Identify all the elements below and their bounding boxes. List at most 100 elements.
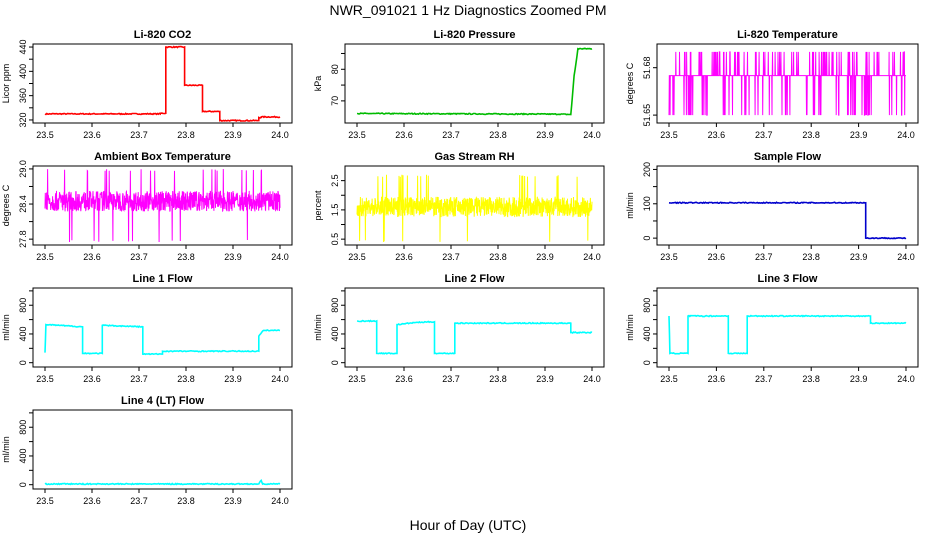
x-tick-label: 23.9 [536, 130, 554, 140]
x-tick-label: 23.5 [36, 496, 54, 506]
x-tick-label: 23.7 [442, 252, 460, 262]
x-tick-label: 23.6 [708, 374, 726, 384]
plot-frame [344, 287, 605, 368]
y-axis-label: ml/min [1, 436, 11, 463]
plot-frame [32, 287, 293, 368]
x-tick-label: 23.7 [755, 374, 773, 384]
y-axis-label: ml/min [625, 314, 635, 341]
panel-1: Li-820 CO2 Licor ppm 23.5 23.6 23.7 23.8 23.9 2… [1, 29, 293, 140]
y-axis-label: ml/min [625, 192, 635, 219]
panel-2: Li-820 Pressure kPa 23.5 23.6 23.7 23.8 23.9 24… [313, 29, 605, 140]
y-tick-label: 400 [330, 326, 340, 341]
y-axis-label: ml/min [313, 314, 323, 341]
x-tick-label: 23.6 [83, 374, 101, 384]
x-tick-label: 23.6 [395, 252, 413, 262]
y-tick-label: 0 [18, 482, 28, 487]
panel-title: Gas Stream RH [434, 151, 514, 163]
panel-4: Ambient Box Temperature degrees C 23.5 23.6… [1, 151, 293, 262]
y-tick-label: 400 [18, 64, 28, 79]
x-axis-label: Hour of Day (UTC) [409, 517, 527, 533]
x-tick-label: 24.0 [583, 374, 601, 384]
y-tick-label: 51.65 [642, 104, 652, 127]
x-tick-label: 23.5 [660, 252, 678, 262]
series-line [44, 168, 281, 243]
series-line [44, 479, 281, 486]
panel-title: Li-820 Temperature [737, 29, 838, 41]
x-tick-label: 23.5 [660, 374, 678, 384]
y-tick-label: 0 [642, 360, 652, 365]
x-tick-label: 23.8 [489, 252, 507, 262]
series-line [668, 201, 907, 240]
y-tick-label: 320 [18, 112, 28, 127]
x-tick-label: 23.8 [802, 252, 820, 262]
panel-title: Line 3 Flow [758, 273, 818, 285]
x-tick-label: 23.7 [442, 374, 460, 384]
y-tick-label: 0 [18, 360, 28, 365]
y-tick-label: 29.0 [18, 160, 28, 178]
x-tick-label: 24.0 [271, 252, 289, 262]
panel-title: Li-820 CO2 [134, 29, 191, 41]
x-tick-label: 23.6 [708, 252, 726, 262]
panel-title: Line 2 Flow [445, 273, 505, 285]
x-tick-label: 23.9 [536, 252, 554, 262]
x-tick-label: 23.5 [660, 130, 678, 140]
panel-6: Sample Flow ml/min 23.5 23.6 23.7 23.8 23.9 24.… [625, 151, 919, 262]
x-tick-label: 23.6 [83, 130, 101, 140]
series-line [44, 45, 281, 123]
x-tick-label: 23.5 [348, 374, 366, 384]
x-tick-label: 23.9 [224, 252, 242, 262]
y-axis-label: degrees C [625, 62, 635, 104]
series-line [356, 319, 593, 355]
x-tick-label: 23.5 [348, 252, 366, 262]
x-tick-label: 23.9 [224, 130, 242, 140]
x-tick-label: 23.8 [177, 496, 195, 506]
y-tick-label: 51.68 [642, 56, 652, 79]
panel-3: Li-820 Temperature degrees C 23.5 23.6 23.7 2… [625, 29, 919, 140]
plot-frame [656, 287, 919, 368]
y-tick-label: 400 [18, 326, 28, 341]
x-tick-label: 23.6 [395, 374, 413, 384]
x-tick-label: 24.0 [897, 374, 915, 384]
y-axis-label: ml/min [1, 314, 11, 341]
y-tick-label: 200 [642, 162, 652, 177]
x-tick-label: 23.5 [36, 374, 54, 384]
x-tick-label: 23.6 [395, 130, 413, 140]
x-tick-label: 24.0 [271, 374, 289, 384]
y-tick-label: 28.4 [18, 195, 28, 213]
x-tick-label: 23.5 [348, 130, 366, 140]
y-tick-label: 400 [642, 326, 652, 341]
panel-title: Sample Flow [754, 151, 822, 163]
panel-9: Line 3 Flow ml/min 23.5 23.6 23.7 23.8 23.9 24.… [625, 273, 919, 384]
x-tick-label: 23.8 [177, 374, 195, 384]
panel-title: Line 4 (LT) Flow [121, 395, 204, 407]
x-tick-label: 23.8 [177, 130, 195, 140]
y-axis-label: percent [313, 190, 323, 221]
x-tick-label: 24.0 [897, 130, 915, 140]
x-tick-label: 23.9 [224, 496, 242, 506]
series-line [356, 47, 593, 116]
panel-7: Line 1 Flow ml/min 23.5 23.6 23.7 23.8 23.9 24.… [1, 273, 293, 384]
x-tick-label: 24.0 [271, 496, 289, 506]
x-tick-label: 24.0 [271, 130, 289, 140]
x-tick-label: 23.7 [130, 496, 148, 506]
x-tick-label: 24.0 [583, 252, 601, 262]
panel-title: Line 1 Flow [133, 273, 193, 285]
x-tick-label: 23.8 [177, 252, 195, 262]
series-line [668, 314, 907, 355]
x-tick-label: 23.9 [850, 252, 868, 262]
y-tick-label: 440 [18, 40, 28, 55]
x-tick-label: 23.7 [130, 374, 148, 384]
y-tick-label: 0.5 [330, 233, 340, 246]
y-tick-label: 70 [330, 96, 340, 106]
x-tick-label: 23.6 [708, 130, 726, 140]
x-tick-label: 24.0 [583, 130, 601, 140]
x-tick-label: 23.7 [130, 130, 148, 140]
series-line [44, 323, 281, 356]
x-tick-label: 23.9 [224, 374, 242, 384]
panel-8: Line 2 Flow ml/min 23.5 23.6 23.7 23.8 23.9 24.… [313, 273, 605, 384]
x-tick-label: 23.8 [802, 374, 820, 384]
y-tick-label: 400 [18, 448, 28, 463]
y-axis-label: kPa [313, 76, 323, 92]
x-tick-label: 23.5 [36, 252, 54, 262]
